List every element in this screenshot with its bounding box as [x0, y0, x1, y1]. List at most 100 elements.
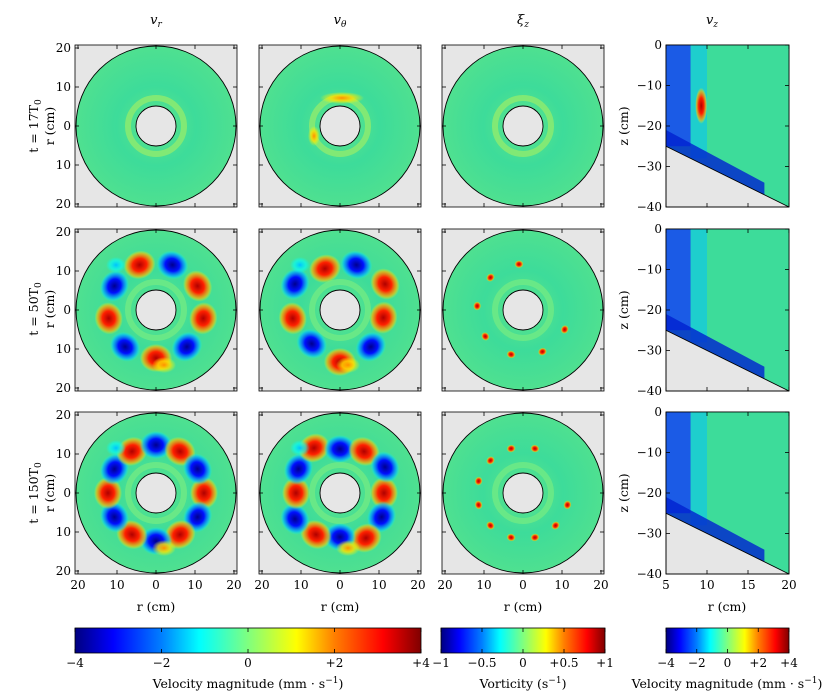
- y-tick-label: 0: [654, 222, 662, 236]
- colorbar-tick-label: −2: [153, 656, 171, 670]
- x-tick-label: 20: [437, 578, 452, 592]
- polar-panel-r2-c2: 20 10 0 10 20: [437, 411, 609, 592]
- vortex-positive: [486, 273, 495, 282]
- x-tick-label: 10: [109, 578, 124, 592]
- vortex-positive: [94, 302, 123, 335]
- colorbar-tick-label: +2: [326, 656, 344, 670]
- y-tick-label: 10: [56, 447, 71, 461]
- y-tick-label: −30: [637, 160, 662, 174]
- bottom-axis-labels: r (cm) r (cm) r (cm) r (cm): [137, 599, 747, 614]
- vortex-positive: [486, 456, 495, 465]
- colorbar-tick-label: −2: [688, 656, 706, 670]
- vortex-negative: [283, 453, 313, 485]
- x-tick-label: 0: [336, 578, 344, 592]
- vortex-positive: [298, 433, 330, 463]
- field-features: [280, 433, 400, 556]
- vpanel-ylabel: z (cm): [616, 106, 631, 145]
- vortex-positive: [164, 520, 196, 550]
- downflow-edge: [690, 229, 707, 343]
- colorbar-tick-label: 0: [244, 656, 252, 670]
- sloping-bottom: [665, 512, 790, 575]
- polar-panel-r0-c2: [441, 44, 605, 208]
- vertical-panel-r1: 0 −10 −20 −30 −40 z (cm): [616, 222, 790, 398]
- xlabel-col3: r (cm): [504, 599, 543, 614]
- vortex-positive: [300, 520, 332, 550]
- row-label-t50: t = 50T0: [26, 282, 44, 336]
- polar-panel-r2-c1: 20 10 0 10 20: [254, 411, 426, 592]
- x-tick-label: 10: [293, 578, 308, 592]
- vortex-positive: [348, 436, 380, 466]
- weak-positive-patch: [308, 126, 320, 146]
- inner-cylinder: [135, 105, 177, 147]
- vortex-negative: [280, 268, 310, 300]
- xlabel-col1: r (cm): [137, 599, 176, 614]
- y-tick-label: −10: [637, 263, 662, 277]
- vortex-positive: [563, 500, 572, 510]
- colorbar-tick-label: +1: [596, 656, 614, 670]
- vpanel-ylabel: z (cm): [616, 290, 631, 329]
- vortex-negative: [156, 250, 189, 280]
- y-tick-label: −40: [637, 384, 662, 398]
- vortex-negative: [280, 503, 310, 535]
- vortex-negative: [340, 250, 373, 280]
- outer-negative-patch: [290, 440, 310, 456]
- y-tick-label: 20: [56, 564, 71, 578]
- y-tick-label: 0: [63, 486, 71, 500]
- colorbar-tick-label: +4: [780, 656, 798, 670]
- slope-boundary-layer: [666, 130, 765, 195]
- x-tick-label: 20: [781, 578, 796, 592]
- inner-cylinder: [502, 289, 544, 331]
- y-tick-label: −10: [637, 446, 662, 460]
- vortex-negative: [355, 331, 387, 362]
- outer-positive-patch: [152, 540, 176, 556]
- y-tick-label: 0: [654, 405, 662, 419]
- inner-cylinder: [135, 289, 177, 331]
- weak-positive-patch: [320, 92, 364, 104]
- y-tick-label: −20: [637, 119, 662, 133]
- xlabel-col2: r (cm): [321, 599, 360, 614]
- vortex-positive: [94, 476, 122, 510]
- vortex-positive: [551, 521, 560, 530]
- vortex-positive: [309, 254, 341, 283]
- vortex-negative: [370, 451, 400, 483]
- vortex-positive: [538, 347, 547, 356]
- vortex-negative: [367, 501, 397, 533]
- inner-ring-noise: [309, 462, 371, 524]
- vortex-positive: [514, 260, 524, 269]
- column-title-vz: vz: [706, 13, 718, 30]
- colorbar-velocity-left: [74, 627, 422, 654]
- polar-panel-r1-c2: [441, 228, 605, 392]
- x-tick-label: 20: [70, 578, 85, 592]
- vortex-positive: [481, 332, 490, 341]
- y-tick-label: −30: [637, 344, 662, 358]
- vortex-positive: [506, 533, 516, 542]
- x-tick-label: 20: [410, 578, 425, 592]
- sloping-bottom: [665, 329, 790, 392]
- field-features: [308, 92, 371, 157]
- vortex-positive: [506, 350, 516, 359]
- column-title-xiz: ξz: [517, 13, 529, 30]
- inner-cylinder: [135, 472, 177, 514]
- vertical-panel-r2: 0 −10 −20 −30 −405 10 15 20 z (cm): [616, 405, 797, 592]
- y-tick-label: 0: [654, 38, 662, 52]
- inner-ring-noise: [125, 462, 187, 524]
- outer-positive-patch: [152, 357, 176, 373]
- vortex-positive: [370, 476, 398, 510]
- colorbar-label-vorticity: Vorticity (s−1): [479, 676, 567, 691]
- x-tick-label: 20: [593, 578, 608, 592]
- y-tick-label: 20: [56, 408, 71, 422]
- colorbar-velocity-right: [665, 627, 790, 654]
- downflow-band: [666, 229, 691, 331]
- colorbars: Velocity magnitude (mm · s−1) Vorticity …: [66, 627, 822, 691]
- vortex-positive: [370, 268, 400, 300]
- row-axis-label-r-0: r (cm): [42, 107, 57, 146]
- y-tick-label: 10: [56, 80, 71, 94]
- x-tick-label: 20: [226, 578, 241, 592]
- x-tick-label: 0: [519, 578, 527, 592]
- x-tick-label: 0: [152, 578, 160, 592]
- xlabel-col4: r (cm): [708, 599, 747, 614]
- colorbar-tick-label: +2: [749, 656, 767, 670]
- vortex-positive: [474, 476, 483, 486]
- y-tick-label: −30: [637, 527, 662, 541]
